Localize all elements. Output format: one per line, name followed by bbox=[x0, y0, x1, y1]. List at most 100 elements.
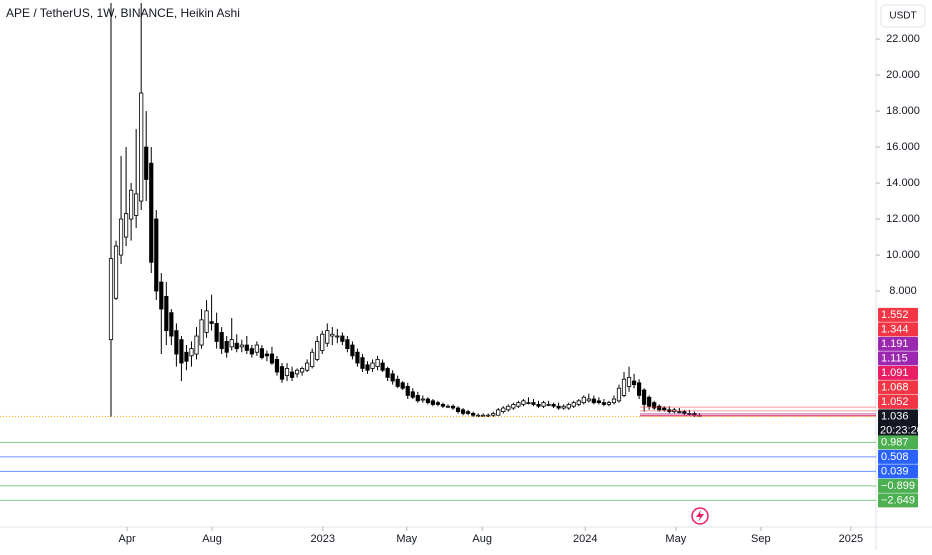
candle-body bbox=[551, 404, 556, 407]
candle-body bbox=[259, 348, 264, 359]
price-label-bg bbox=[878, 322, 918, 337]
candle-body bbox=[546, 404, 551, 406]
candle-body bbox=[586, 398, 591, 402]
price-label-bg bbox=[878, 493, 918, 508]
candle-body bbox=[450, 405, 456, 409]
candle-body bbox=[194, 335, 199, 355]
candle-body bbox=[310, 351, 315, 368]
candle-body bbox=[375, 359, 380, 368]
candle-body bbox=[435, 402, 441, 405]
candle-body bbox=[305, 362, 310, 371]
candle-body bbox=[395, 378, 400, 387]
candle-body bbox=[214, 323, 219, 342]
candle-body bbox=[601, 402, 607, 405]
x-tick-label: Apr bbox=[119, 533, 136, 545]
candle-body bbox=[189, 348, 194, 357]
candle-body bbox=[591, 398, 596, 404]
candle-body bbox=[405, 386, 410, 396]
candle-body bbox=[536, 404, 541, 407]
candle-body bbox=[239, 344, 244, 348]
candle-body bbox=[657, 405, 662, 411]
price-label-bg bbox=[878, 365, 918, 380]
candle-body bbox=[581, 396, 586, 404]
candle-body bbox=[365, 364, 370, 371]
candle-body bbox=[445, 405, 451, 408]
y-tick-label: 14.000 bbox=[886, 177, 920, 189]
candle-body bbox=[229, 339, 234, 348]
candle-body bbox=[289, 371, 295, 378]
candle-body bbox=[284, 368, 290, 377]
candle-body bbox=[677, 411, 682, 414]
candle-body bbox=[486, 414, 491, 417]
candle-body bbox=[526, 402, 531, 405]
price-label-bg bbox=[878, 464, 918, 479]
candle-body bbox=[466, 411, 471, 414]
price-label: 0.508 bbox=[881, 451, 909, 463]
candle-body bbox=[576, 400, 581, 405]
price-label-bg bbox=[878, 351, 918, 366]
candle-body bbox=[340, 335, 345, 342]
price-label: 1.115 bbox=[881, 352, 908, 364]
candle-body bbox=[491, 413, 496, 416]
candle-body bbox=[355, 351, 360, 364]
candle-body bbox=[264, 353, 270, 357]
candle-body bbox=[118, 218, 124, 256]
candle-body bbox=[123, 213, 129, 238]
price-label-bg bbox=[878, 336, 918, 351]
candle-body bbox=[616, 387, 622, 402]
candle-body bbox=[662, 407, 667, 411]
candle-body bbox=[440, 404, 446, 407]
currency-button[interactable] bbox=[880, 4, 926, 28]
candle-body bbox=[249, 348, 254, 355]
candle-body bbox=[269, 353, 275, 364]
y-tick-label: 8.000 bbox=[889, 285, 917, 297]
candle-body bbox=[108, 258, 114, 341]
x-tick-label: 2023 bbox=[311, 533, 335, 545]
candle-body bbox=[611, 398, 617, 404]
price-label-bg bbox=[878, 478, 918, 493]
candle-body bbox=[460, 409, 466, 414]
price-label: 0.039 bbox=[881, 465, 909, 477]
candle-body bbox=[209, 321, 214, 324]
candle-body bbox=[154, 218, 159, 292]
candle-body bbox=[596, 400, 601, 404]
y-tick-label: 12.000 bbox=[886, 213, 920, 225]
candle-body bbox=[325, 330, 330, 344]
currency-label[interactable]: USDT bbox=[889, 11, 916, 22]
y-tick-label: 18.000 bbox=[886, 105, 920, 117]
candle-body bbox=[566, 404, 571, 409]
x-tick-label: Aug bbox=[472, 533, 492, 545]
price-label-bg bbox=[878, 307, 918, 322]
lightning-icon[interactable] bbox=[691, 507, 709, 525]
candle-body bbox=[516, 402, 521, 407]
candle-body bbox=[129, 189, 134, 220]
price-label: 1.344 bbox=[881, 323, 909, 335]
price-label: −0.899 bbox=[881, 480, 915, 492]
candle-body bbox=[234, 342, 239, 350]
candle-body bbox=[430, 400, 435, 405]
candle-body bbox=[315, 341, 320, 360]
candle-body bbox=[410, 391, 415, 398]
candle-body bbox=[476, 414, 481, 417]
candle-body bbox=[244, 344, 249, 351]
candle-body bbox=[330, 333, 335, 337]
price-label: 0.987 bbox=[881, 436, 909, 448]
price-label: 1.068 bbox=[881, 381, 909, 393]
candle-body bbox=[219, 332, 224, 350]
candle-body bbox=[541, 402, 546, 407]
candle-body bbox=[501, 407, 506, 413]
candle-body bbox=[159, 281, 164, 310]
candle-body bbox=[144, 146, 149, 180]
price-label: 1.552 bbox=[881, 309, 909, 321]
candle-body bbox=[621, 378, 627, 396]
candle-body bbox=[571, 402, 576, 407]
y-tick-label: 10.000 bbox=[886, 249, 920, 261]
candle-body bbox=[294, 369, 300, 375]
candle-body bbox=[637, 382, 642, 396]
candle-body bbox=[511, 404, 516, 409]
candle-body bbox=[139, 92, 144, 202]
candle-body bbox=[300, 368, 305, 373]
price-label-bg bbox=[878, 409, 918, 438]
